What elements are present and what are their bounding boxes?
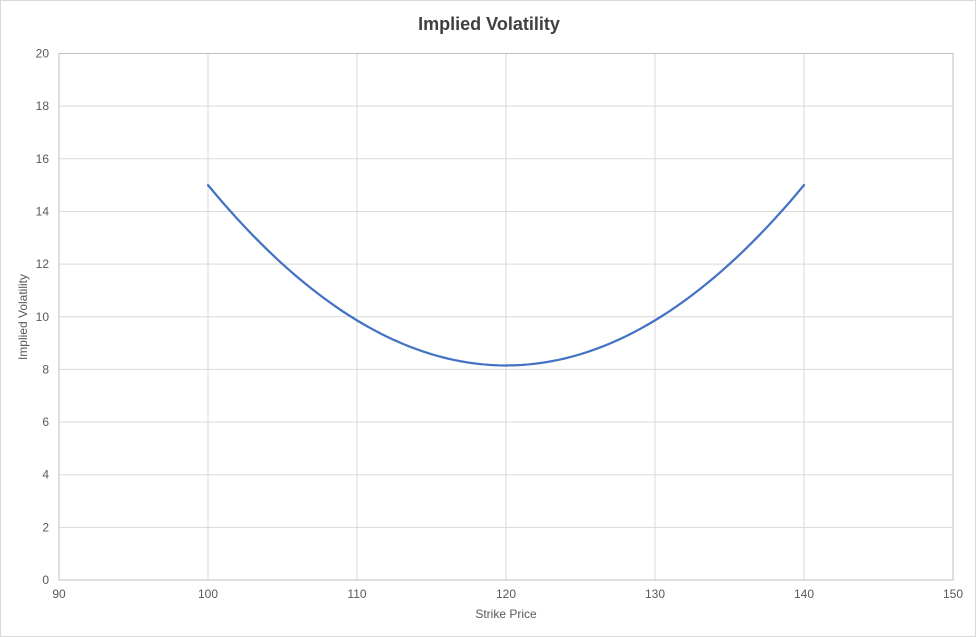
svg-text:2: 2: [42, 520, 49, 534]
svg-text:10: 10: [36, 310, 50, 324]
svg-text:0: 0: [42, 573, 49, 587]
svg-text:90: 90: [52, 587, 66, 601]
svg-text:20: 20: [36, 47, 50, 61]
svg-text:150: 150: [943, 587, 963, 601]
svg-text:130: 130: [645, 587, 665, 601]
svg-text:4: 4: [42, 468, 49, 482]
svg-text:14: 14: [36, 204, 50, 218]
svg-text:12: 12: [36, 257, 50, 271]
svg-text:6: 6: [42, 415, 49, 429]
svg-text:18: 18: [36, 99, 50, 113]
svg-text:100: 100: [198, 587, 218, 601]
svg-text:8: 8: [42, 362, 49, 376]
svg-text:16: 16: [36, 152, 50, 166]
svg-text:110: 110: [347, 587, 366, 601]
svg-text:140: 140: [794, 587, 814, 601]
svg-text:120: 120: [496, 587, 516, 601]
